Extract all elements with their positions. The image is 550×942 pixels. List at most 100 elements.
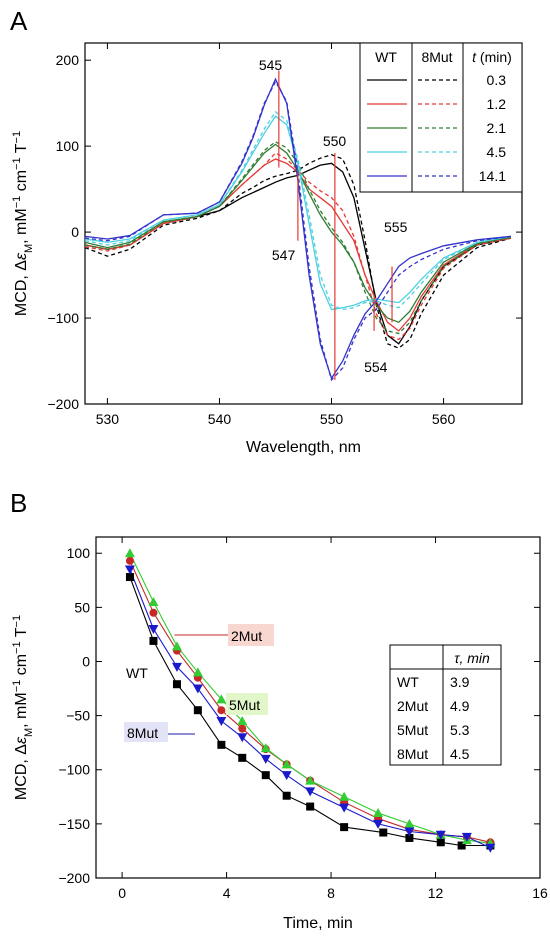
y-tick-label: −100	[58, 762, 90, 778]
legend: WT 8Mut t (min) 0.3 1.2 2.1 4.5 14.1	[359, 42, 523, 193]
y-tick-label: 0	[82, 653, 90, 669]
label-bg-2mut	[228, 624, 274, 646]
data-point-2mut	[149, 608, 158, 617]
series-label-8mut: 8Mut	[127, 725, 158, 741]
y-tick-label: −200	[58, 870, 90, 886]
x-tick-label: 550	[320, 411, 344, 427]
data-point-wt	[306, 802, 315, 811]
panel-label-b: B	[10, 488, 27, 518]
data-point-wt	[193, 706, 202, 715]
legend-time-value: 1.2	[487, 96, 507, 112]
y-label-unit: cm	[13, 654, 30, 680]
table-header: τ, min	[454, 650, 490, 666]
data-point-wt	[217, 740, 226, 749]
data-point-5mut	[373, 808, 384, 818]
data-point-wt	[149, 636, 158, 645]
y-label-epsilon: ε	[13, 252, 30, 260]
data-point-5mut	[237, 716, 248, 726]
data-point-8mut	[237, 733, 248, 743]
y-label-unit: cm	[13, 170, 30, 196]
data-point-5mut	[339, 791, 350, 801]
series-line-8mut	[84, 154, 511, 349]
axes-0: 530 540 550 560 −200 −100 0 100 200	[47, 42, 523, 427]
table-row-name: WT	[397, 674, 419, 690]
y-tick-label: −200	[47, 396, 79, 412]
label-bg-5mut	[226, 693, 268, 715]
x-tick-label: 540	[208, 411, 232, 427]
table-row-tau: 5.3	[450, 722, 470, 738]
data-point-5mut	[124, 548, 135, 558]
series-label-wt: WT	[126, 665, 148, 681]
data-point-8mut	[216, 717, 227, 727]
data-point-8mut	[281, 771, 292, 781]
tau-table: τ, min WT 3.9 2Mut 4.9 5Mut 5.3 8Mut 4.5	[389, 644, 502, 766]
table-row-name: 5Mut	[397, 722, 428, 738]
data-point-5mut	[305, 775, 316, 785]
data-point-wt	[172, 680, 181, 689]
plot-frame	[84, 42, 523, 405]
x-tick-label: 530	[96, 411, 120, 427]
y-label-unit: T	[13, 143, 30, 157]
y-tick-label: −50	[66, 708, 90, 724]
x-tick-label: 12	[428, 885, 444, 901]
label-bg-8mut	[124, 722, 168, 742]
y-tick-label: 50	[74, 599, 90, 615]
data-point-8mut	[339, 803, 350, 813]
x-axis-label: Wavelength, nm	[246, 439, 361, 456]
x-tick-label: 8	[327, 885, 335, 901]
table-frame	[389, 644, 502, 766]
y-label-exp: −1	[11, 641, 23, 654]
annotation-label: 555	[384, 219, 408, 235]
table-row-tau: 3.9	[450, 674, 470, 690]
data-point-wt	[405, 833, 414, 842]
annotation-label: 554	[364, 359, 388, 375]
series-line-8mut	[84, 141, 511, 335]
data-point-8mut	[435, 830, 446, 840]
y-axis-label: MCD, ΔεM, mM−1 cm−1 T−1	[11, 131, 35, 316]
data-point-wt	[379, 828, 388, 837]
data-point-5mut	[171, 641, 182, 651]
plot-frame	[95, 536, 541, 879]
legend-header-wt: WT	[375, 49, 397, 65]
series-label-5mut: 5Mut	[229, 697, 260, 713]
x-axis-label: Time, min	[283, 915, 353, 932]
data-point-5mut	[281, 759, 292, 769]
legend-time-value: 2.1	[487, 120, 507, 136]
data-point-8mut	[305, 787, 316, 797]
y-axis-label: MCD, ΔεM, mM−1 cm−1 T−1	[11, 615, 35, 800]
series-label-2mut: 2Mut	[231, 628, 262, 644]
y-label-exp: −1	[11, 131, 23, 144]
annotation-label: 547	[272, 247, 296, 263]
y-label-exp: −1	[11, 157, 23, 170]
y-label-exp: −1	[11, 196, 23, 209]
y-label-sub: M	[23, 728, 35, 737]
y-tick-label: 0	[71, 224, 79, 240]
data-point-8mut	[148, 625, 159, 635]
y-label-unit: , mM	[13, 692, 30, 728]
data-point-5mut	[216, 694, 227, 704]
data-point-2mut	[217, 706, 226, 715]
y-tick-label: −150	[58, 816, 90, 832]
legend-time-value: 14.1	[479, 168, 506, 184]
annotation-label: 550	[323, 133, 347, 149]
legend-box	[359, 42, 523, 193]
data-point-wt	[238, 753, 247, 762]
data-point-2mut	[125, 556, 134, 565]
table-row-name: 8Mut	[397, 746, 428, 762]
series-group	[124, 548, 496, 853]
data-point-5mut	[404, 818, 415, 828]
x-tick-label: 560	[432, 411, 456, 427]
data-point-8mut	[373, 819, 384, 829]
data-point-wt	[282, 791, 291, 800]
data-point-5mut	[260, 743, 271, 753]
data-point-8mut	[171, 662, 182, 672]
data-point-wt	[261, 771, 270, 780]
data-point-5mut	[148, 596, 159, 606]
legend-header-time-t: t	[472, 49, 477, 65]
data-point-8mut	[192, 684, 203, 694]
y-label-epsilon: ε	[13, 736, 30, 744]
y-label-exp: −1	[11, 615, 23, 628]
data-point-5mut	[192, 667, 203, 677]
x-tick-label: 16	[532, 885, 548, 901]
